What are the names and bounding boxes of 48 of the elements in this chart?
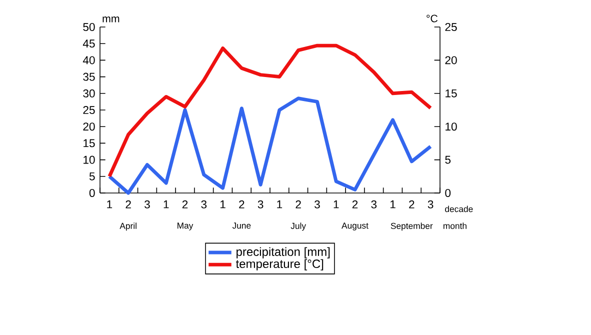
x-tick-label: 1	[390, 200, 396, 208]
x-tick-label: 1	[107, 200, 112, 208]
text: July	[290, 222, 306, 231]
x-tick-label: 2	[296, 200, 301, 208]
x-tick-label: 1	[334, 200, 339, 208]
text: September	[390, 222, 433, 231]
x-tick-label: 3	[371, 200, 377, 208]
y-tick-label: 40	[82, 56, 95, 64]
x-tick-label: 1	[220, 200, 226, 208]
y2-tick-label: 5	[445, 156, 451, 164]
y2-tick-label: 0	[445, 188, 451, 198]
y-tick-label: 20	[83, 122, 95, 131]
y2-tick-label: 10	[446, 122, 457, 131]
y-tick-label: 35	[83, 72, 95, 81]
text: June	[232, 222, 251, 229]
y-axis-title: mm	[102, 16, 120, 22]
y-tick-label: 30	[83, 89, 95, 98]
x-tick-label: 3	[144, 200, 150, 208]
y-tick-label: 10	[84, 156, 95, 164]
y-tick-label: 45	[82, 40, 95, 48]
text: month	[444, 222, 466, 229]
x-tick-label: 2	[182, 200, 188, 208]
text: April	[120, 222, 136, 231]
y-tick-label: 0	[89, 188, 95, 198]
y-tick-label: 25	[83, 106, 95, 114]
y-tick-label: 50	[83, 23, 95, 32]
y2-tick-label: 20	[445, 56, 457, 64]
y2-tick-label: 25	[445, 22, 457, 32]
y2-axis-title: °C	[426, 14, 438, 22]
y2-tick-label: 15	[446, 89, 457, 98]
x-tick-label: 1	[164, 200, 169, 208]
x-tick-label: 2	[409, 200, 414, 208]
y-tick-label: 15	[84, 139, 95, 148]
legend-label: temperature [°C]	[236, 259, 324, 270]
x-tick-label: 2	[126, 200, 131, 208]
x-tick-label: 3	[314, 200, 320, 208]
x-tick-label: 2	[352, 200, 358, 208]
x-tick-label: 2	[239, 200, 244, 208]
x-tick-label: 3	[201, 200, 207, 208]
x-axis-title: decade	[445, 206, 473, 212]
text: May	[178, 222, 194, 230]
x-tick-label: 3	[428, 200, 434, 208]
line-series	[108, 44, 432, 178]
legend-label: precipitation [mm]	[236, 247, 330, 258]
x-tick-label: 1	[277, 200, 282, 208]
y-tick-label: 5	[89, 172, 95, 180]
text: August	[342, 222, 368, 230]
x-tick-label: 3	[258, 200, 264, 208]
